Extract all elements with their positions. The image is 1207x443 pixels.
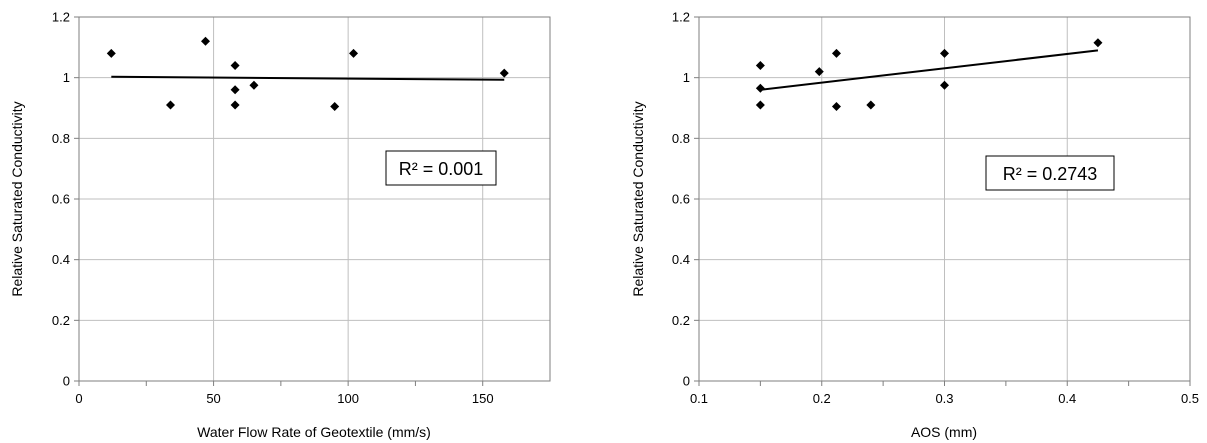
chart-right-data-point [1093,38,1103,48]
chart-left-trendline [111,75,505,81]
chart-left-y-tick-label: 0.8 [52,131,70,146]
chart-left-data-point [499,68,509,78]
chart-right-points [755,38,1103,111]
chart-right-data-point [831,101,841,111]
chart-right-data-point [831,48,841,58]
chart-right-y-tick-label: 0 [683,374,690,389]
chart-right-y-tick-label: 0.4 [672,252,690,267]
chart-left-data-point [200,36,210,46]
chart-right-x-axis-label: AOS (mm) [911,424,977,440]
chart-left-data-point [230,61,240,71]
chart-left-data-point [166,100,176,110]
chart-right-x-tick-label: 0.1 [690,391,708,406]
chart-right-x-tick-label: 0.2 [813,391,831,406]
chart-right-data-point [755,83,765,93]
chart-left-x-tick-label: 150 [472,391,494,406]
chart-right-trendline [760,49,1099,91]
chart-right-y-tick-label: 0.2 [672,313,690,328]
chart-left-data-point [230,100,240,110]
chart-right-y-tick-label: 0.6 [672,192,690,207]
chart-right-data-point [940,48,949,58]
chart-left-data-point [249,80,259,90]
chart-right-data-point [755,61,765,71]
chart-left-data-point [230,85,240,95]
chart-right-data-point [866,100,876,110]
chart-left-x-tick-label: 100 [337,391,359,406]
chart-left-data-point [349,48,359,58]
chart-right-y-tick-label: 0.8 [672,131,690,146]
chart-right-annotation-box [985,155,1115,191]
chart-left-grid [79,17,550,381]
chart-left-annotation-box [385,150,497,186]
chart-left: 0 50 100 150 0 0.2 0.4 0.6 0.8 1 1.2 R² = 0.001 W… [9,10,551,440]
chart-left-y-tick-label: 0.2 [52,313,70,328]
chart-left-y-tick-label: 0 [63,374,70,389]
chart-left-data-point [106,48,116,58]
chart-right-x-tick-label: 0.4 [1058,391,1076,406]
chart-right-x-ticks: 0.1 0.2 0.3 0.4 0.5 [690,381,1199,406]
chart-left-y-tick-label: 1.2 [52,10,70,25]
chart-left-x-axis-label: Water Flow Rate of Geotextile (mm/s) [197,424,431,440]
chart-right: 0.1 0.2 0.3 0.4 0.5 0 0.2 0.4 0.6 0.8 1 1.2 R² = 0… [630,10,1199,441]
chart-left-y-tick-label: 0.4 [52,252,70,267]
chart-right-x-tick-label: 0.3 [935,391,953,406]
chart-right-grid [699,17,1190,381]
chart-right-y-tick-label: 1 [683,70,690,85]
chart-right-y-axis-label: Relative Saturated Conductivity [630,101,646,296]
chart-left-x-tick-label: 50 [206,391,220,406]
chart-left-x-tick-label: 0 [75,391,82,406]
chart-right-data-point [940,80,949,90]
chart-right-y-ticks: 0 0.2 0.4 0.6 0.8 1 1.2 [672,10,699,389]
chart-right-y-tick-label: 1.2 [672,10,690,25]
chart-right-annotation: R² = 0.2743 [1003,164,1098,184]
chart-left-x-ticks: 0 50 100 150 [75,381,494,406]
chart-left-y-ticks: 0 0.2 0.4 0.6 0.8 1 1.2 [52,10,79,389]
chart-left-y-tick-label: 1 [63,70,70,85]
chart-left-y-tick-label: 0.6 [52,192,70,207]
chart-right-data-point [814,67,824,77]
chart-right-data-point [755,100,765,110]
chart-left-y-axis-label: Relative Saturated Conductivity [9,101,25,296]
chart-left-points [106,36,509,111]
chart-right-x-tick-label: 0.5 [1181,391,1199,406]
chart-left-annotation: R² = 0.001 [399,159,484,179]
chart-left-data-point [330,101,340,111]
